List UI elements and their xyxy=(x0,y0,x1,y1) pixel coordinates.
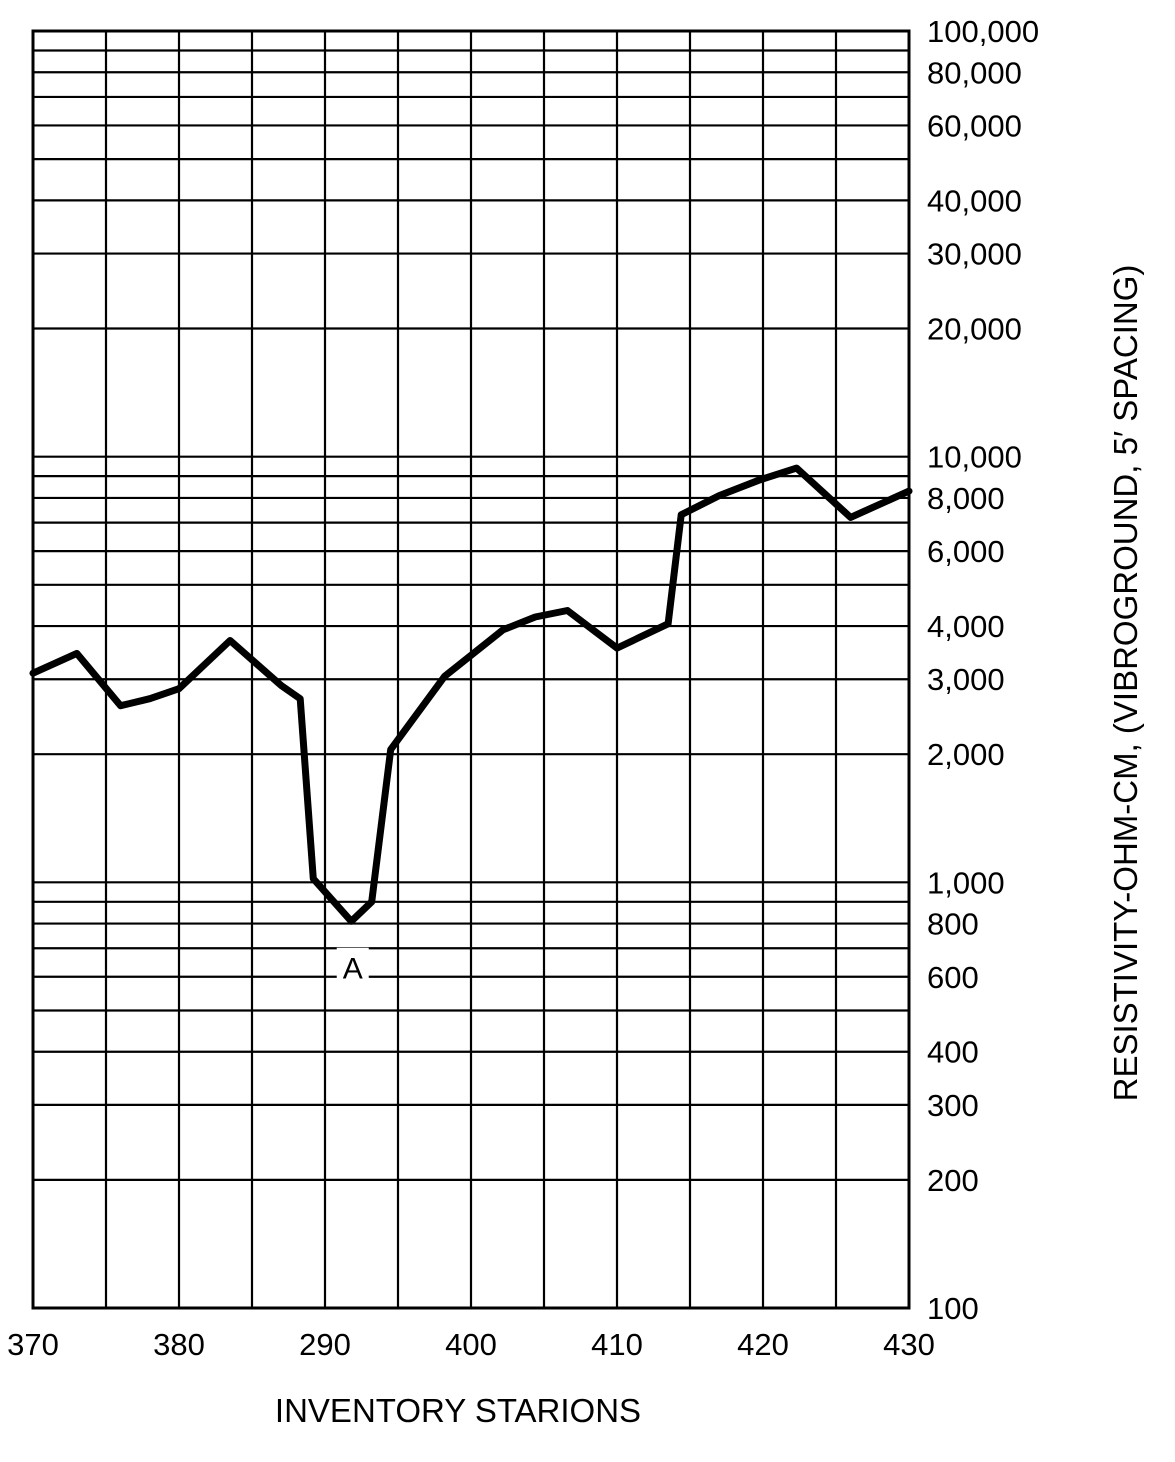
y-tick-label: 100 xyxy=(927,1291,979,1326)
y-tick-label: 800 xyxy=(927,907,979,942)
y-tick-label: 100,000 xyxy=(927,14,1039,49)
y-tick-label: 200 xyxy=(927,1163,979,1198)
annotation-background xyxy=(336,947,369,982)
y-tick-label: 60,000 xyxy=(927,108,1022,143)
y-tick-label: 300 xyxy=(927,1088,979,1123)
y-tick-label: 10,000 xyxy=(927,440,1022,475)
x-tick-labels: 370 380 290 400 410 420 430 xyxy=(7,1327,935,1362)
y-tick-label: 40,000 xyxy=(927,183,1022,218)
x-tick-label: 290 xyxy=(299,1327,351,1362)
y-tick-label: 30,000 xyxy=(927,237,1022,272)
annotation-label: A xyxy=(343,953,363,986)
x-tick-label: 370 xyxy=(7,1327,59,1362)
annotation-layer: A xyxy=(336,947,369,986)
x-tick-label: 420 xyxy=(737,1327,789,1362)
y-tick-label: 2,000 xyxy=(927,737,1005,772)
x-axis-label: INVENTORY STARIONS xyxy=(275,1392,641,1429)
y-tick-label: 8,000 xyxy=(927,481,1005,516)
y-tick-label: 4,000 xyxy=(927,609,1005,644)
y-tick-label: 3,000 xyxy=(927,662,1005,697)
x-tick-label: 410 xyxy=(591,1327,643,1362)
y-tick-label: 6,000 xyxy=(927,534,1005,569)
series-line xyxy=(29,464,913,925)
x-tick-label: 430 xyxy=(883,1327,935,1362)
y-tick-label: 80,000 xyxy=(927,55,1022,90)
x-tick-label: 400 xyxy=(445,1327,497,1362)
chart-grid xyxy=(31,29,911,1310)
y-tick-label: 600 xyxy=(927,960,979,995)
y-tick-labels: 100 200 300 400 600 800 1,000 2,000 3,000 4,000 6,… xyxy=(927,14,1039,1326)
y-tick-label: 1,000 xyxy=(927,865,1005,900)
series-layer xyxy=(29,464,913,925)
y-tick-label: 400 xyxy=(927,1035,979,1070)
x-tick-label: 380 xyxy=(153,1327,205,1362)
y-tick-label: 20,000 xyxy=(927,312,1022,347)
y-axis-label: RESISTIVITY-OHM-CM, (VIBROGROUND, 5′ SPA… xyxy=(1107,265,1144,1102)
